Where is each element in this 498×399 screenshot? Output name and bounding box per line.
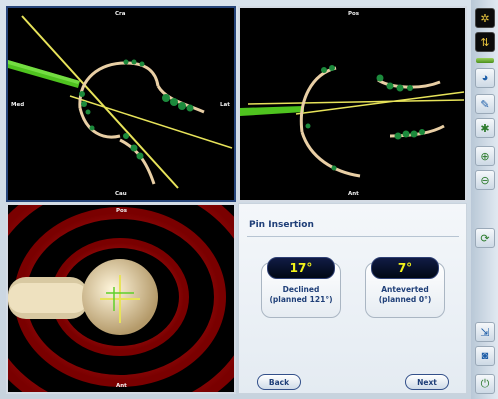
settings-icon[interactable]: ✱ xyxy=(475,118,495,138)
target-render xyxy=(8,205,234,392)
declined-label: Declined xyxy=(282,285,320,294)
coronal-render xyxy=(8,15,233,189)
axis-line xyxy=(69,95,233,149)
bone-contour xyxy=(78,61,160,109)
status-bar xyxy=(476,58,494,63)
orientation-label-bottom: Cau xyxy=(115,191,127,197)
anteverted-label: Anteverted xyxy=(381,285,429,294)
anteverted-planned: (planned 0°) xyxy=(378,295,432,304)
divider xyxy=(247,236,459,237)
bone-contour xyxy=(299,66,337,133)
export-icon[interactable]: ⇲ xyxy=(475,322,495,342)
orientation-label-bottom: Ant xyxy=(348,191,359,197)
tracked-points xyxy=(79,59,194,160)
declined-value: 17° xyxy=(267,257,335,279)
wrench-icon[interactable]: ✎ xyxy=(475,94,495,114)
declined-caption: Declined (planned 121°) xyxy=(262,285,340,305)
tracked-points xyxy=(305,65,425,171)
viewport-axial[interactable]: Pos Ant xyxy=(238,6,467,202)
pin-shaft xyxy=(240,106,304,116)
back-button[interactable]: Back xyxy=(257,374,301,390)
next-button[interactable]: Next xyxy=(405,374,449,390)
pin-insertion-panel: Pin Insertion 17° Declined (planned 121°… xyxy=(238,203,467,394)
panel-title: Pin Insertion xyxy=(249,220,314,230)
axis-line xyxy=(21,15,179,189)
orientation-label-left: Med xyxy=(11,102,25,108)
orientation-label-right: Lat xyxy=(220,102,230,108)
axis-line xyxy=(247,99,465,105)
anteverted-readout: 7° Anteverted (planned 0°) xyxy=(365,257,445,318)
refresh-icon[interactable]: ⟳ xyxy=(475,228,495,248)
gear-icon[interactable]: ✲ xyxy=(475,8,495,28)
orientation-label-top: Pos xyxy=(116,208,128,214)
tool-sidebar: ✲ ⇅ ◕ ✎ ✱ ⊕ ⊖ ⟳ ⇲ ◙ ⏻ xyxy=(471,0,498,399)
axis-line xyxy=(295,91,465,115)
camera-icon[interactable]: ◙ xyxy=(475,346,495,366)
anteverted-value: 7° xyxy=(371,257,439,279)
viewport-coronal[interactable]: Cra Med Lat Cau xyxy=(6,6,236,202)
arrows-icon[interactable]: ⇅ xyxy=(475,32,495,52)
anteverted-caption: Anteverted (planned 0°) xyxy=(366,285,444,305)
zoom-in-icon[interactable]: ⊕ xyxy=(475,146,495,166)
orientation-label-top: Pos xyxy=(348,11,360,17)
declined-planned: (planned 121°) xyxy=(269,295,333,304)
zoom-out-icon[interactable]: ⊖ xyxy=(475,170,495,190)
power-icon[interactable]: ⏻ xyxy=(475,374,495,394)
axial-render xyxy=(240,65,465,178)
orientation-label-top: Cra xyxy=(115,11,126,17)
viewport-target[interactable]: Pos Ant xyxy=(6,203,236,394)
rotate-icon[interactable]: ◕ xyxy=(475,68,495,88)
orientation-label-bottom: Ant xyxy=(116,383,127,389)
declined-readout: 17° Declined (planned 121°) xyxy=(261,257,341,318)
